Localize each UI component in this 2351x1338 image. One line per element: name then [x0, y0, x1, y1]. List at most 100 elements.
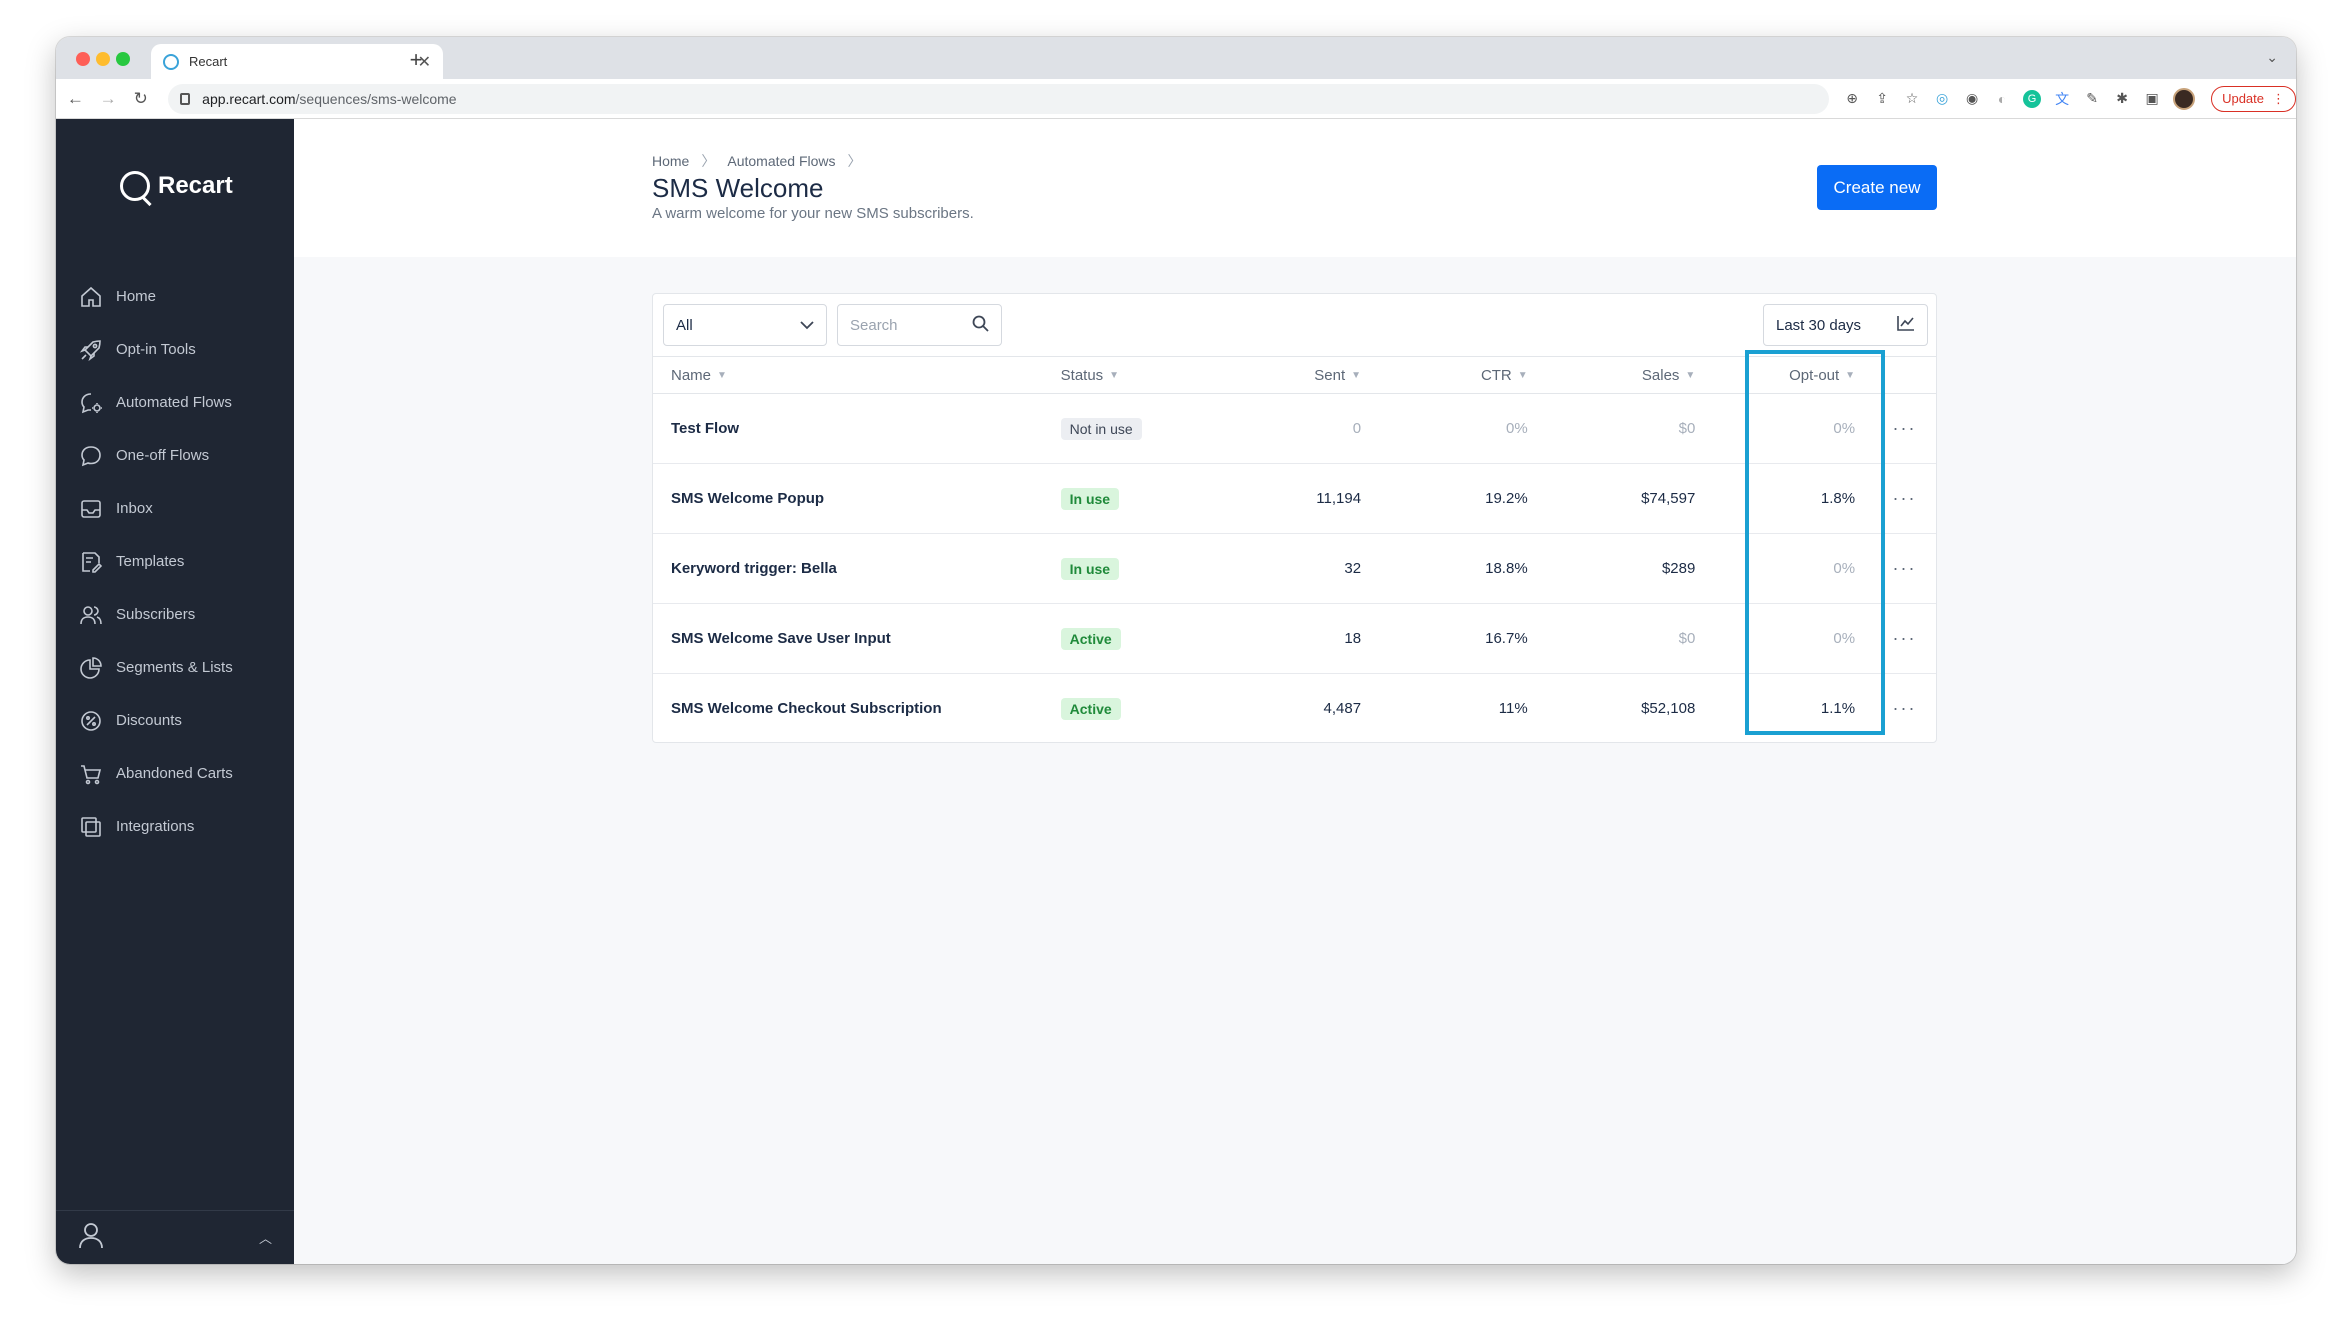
flow-sales: $289 [1661, 560, 1696, 577]
table-row[interactable]: Keryword trigger: Bella In use 32 18.8% … [653, 534, 1936, 604]
sidebar-item-segments-lists[interactable]: Segments & Lists [56, 641, 294, 694]
chat-icon [78, 443, 104, 469]
maximize-window-button[interactable] [116, 52, 130, 66]
back-arrow-icon[interactable]: ← [66, 88, 84, 108]
search-input[interactable] [850, 316, 960, 334]
users-icon [78, 602, 104, 628]
breadcrumb-automated-flows[interactable]: Automated Flows [727, 153, 836, 169]
close-window-button[interactable] [76, 52, 90, 66]
chevron-up-icon[interactable]: ︿ [258, 1231, 272, 1246]
table-row[interactable]: SMS Welcome Checkout Subscription Active… [653, 674, 1936, 744]
status-badge: Active [1060, 697, 1121, 720]
more-options-icon[interactable]: ··· [1892, 628, 1917, 648]
search-field[interactable] [837, 304, 1002, 346]
kebab-menu-icon: ⋮ [2272, 90, 2285, 106]
layers-icon [78, 814, 104, 840]
flow-ctr: 11% [1498, 700, 1528, 718]
search-icon[interactable] [972, 315, 989, 336]
reload-icon[interactable]: ↻ [133, 88, 148, 108]
minimize-window-button[interactable] [96, 52, 110, 66]
column-header-sales[interactable]: Sales ▼ [1641, 366, 1696, 384]
profile-avatar[interactable] [2173, 87, 2196, 110]
flows-card: All Last 30 days [652, 293, 1937, 743]
extension-icon[interactable]: ◉ [1965, 90, 1979, 106]
sidebar-item-label: Opt-in Tools [116, 341, 196, 358]
pen-extension-icon[interactable]: ✎ [2086, 90, 2098, 106]
breadcrumb-home[interactable]: Home [652, 153, 690, 169]
flow-sales: $52,108 [1641, 700, 1696, 718]
status-filter-value: All [676, 316, 693, 334]
column-header-opt-out[interactable]: Opt-out ▼ [1789, 366, 1856, 384]
flow-name[interactable]: Test Flow [671, 420, 740, 437]
bookmark-star-icon[interactable]: ☆ [1905, 90, 1919, 106]
more-options-icon[interactable]: ··· [1892, 418, 1917, 438]
forward-arrow-icon[interactable]: → [99, 88, 117, 108]
share-icon[interactable]: ⇪ [1876, 90, 1888, 106]
extension-moon-icon[interactable]: ◐ [1997, 90, 2007, 107]
puzzle-icon[interactable]: ✱ [2116, 90, 2128, 106]
sidebar-footer: ︿ [56, 1210, 294, 1264]
flow-opt-out: 0% [1833, 420, 1856, 437]
table-row[interactable]: SMS Welcome Popup In use 11,194 19.2% $7… [653, 464, 1936, 534]
more-options-icon[interactable]: ··· [1892, 488, 1917, 508]
sidebar-item-label: Inbox [116, 500, 153, 517]
line-chart-icon[interactable] [1897, 315, 1915, 335]
column-header-name[interactable]: Name ▼ [671, 366, 727, 384]
recart-favicon-icon [163, 53, 179, 70]
status-badge: Active [1060, 627, 1121, 650]
sidebar-item-label: Subscribers [116, 606, 196, 623]
recart-extension-icon[interactable]: ◎ [1935, 90, 1949, 106]
grammarly-icon[interactable]: G [2023, 89, 2042, 108]
user-profile-icon[interactable] [78, 1221, 104, 1254]
chat-gear-icon [78, 390, 104, 416]
sidebar-item-opt-in-tools[interactable]: Opt-in Tools [56, 323, 294, 376]
flow-name[interactable]: SMS Welcome Save User Input [671, 630, 891, 647]
flow-name[interactable]: SMS Welcome Checkout Subscription [671, 700, 942, 718]
flow-name[interactable]: SMS Welcome Popup [671, 490, 825, 507]
column-header-sent[interactable]: Sent ▼ [1314, 366, 1362, 384]
sidebar-item-inbox[interactable]: Inbox [56, 482, 294, 535]
table-row[interactable]: SMS Welcome Save User Input Active 18 16… [653, 604, 1936, 674]
column-header-status[interactable]: Status ▼ [1060, 366, 1120, 384]
flow-sales: $0 [1678, 630, 1696, 647]
chevron-right-icon: 〉 [847, 153, 862, 169]
column-header-ctr[interactable]: CTR ▼ [1480, 366, 1528, 384]
flow-status: In use [1043, 534, 1243, 604]
date-range-button[interactable]: Last 30 days [1763, 304, 1928, 346]
sidebar-item-integrations[interactable]: Integrations [56, 800, 294, 853]
sidebar-item-automated-flows[interactable]: Automated Flows [56, 376, 294, 429]
flow-opt-out: 1.8% [1820, 490, 1856, 507]
new-tab-button[interactable]: + [409, 47, 423, 72]
tab-search-chevron-icon[interactable]: ⌄ [2266, 49, 2278, 65]
create-new-button[interactable]: Create new [1817, 165, 1937, 210]
main-content: Home 〉 Automated Flows 〉 SMS Welcome A w… [294, 119, 2296, 1264]
sidebar-item-discounts[interactable]: Discounts [56, 694, 294, 747]
sidebar-item-templates[interactable]: Templates [56, 535, 294, 588]
table-row[interactable]: Test Flow Not in use 0 0% $0 0% ··· [653, 394, 1936, 464]
breadcrumb: Home 〉 Automated Flows 〉 [652, 151, 862, 171]
translate-icon[interactable]: 文 [2055, 90, 2070, 107]
status-badge: In use [1060, 557, 1120, 580]
sidepanel-icon[interactable]: ▣ [2145, 90, 2159, 106]
brand-logo[interactable]: Recart [120, 171, 233, 201]
app: Recart Home Opt-in Tools [56, 119, 2296, 1264]
status-badge: Not in use [1060, 417, 1142, 440]
inbox-icon [78, 496, 104, 522]
sidebar-item-home[interactable]: Home [56, 270, 294, 323]
flow-sent: 18 [1344, 630, 1362, 647]
sidebar-item-subscribers[interactable]: Subscribers [56, 588, 294, 641]
status-badge: In use [1060, 487, 1120, 510]
status-filter-select[interactable]: All [663, 304, 827, 346]
cart-icon [78, 761, 104, 787]
zoom-icon[interactable]: ⊕ [1846, 90, 1858, 106]
url-input[interactable]: app.recart.com/sequences/sms-welcome [168, 83, 1830, 114]
browser-tab[interactable]: Recart ✕ [151, 44, 443, 79]
sidebar-item-abandoned-carts[interactable]: Abandoned Carts [56, 747, 294, 800]
more-options-icon[interactable]: ··· [1892, 698, 1917, 719]
sidebar-item-label: Automated Flows [116, 394, 232, 411]
more-options-icon[interactable]: ··· [1892, 558, 1917, 578]
tab-close-icon[interactable]: ✕ [417, 53, 431, 71]
update-button[interactable]: Update ⋮ [2211, 85, 2296, 112]
sidebar-item-one-off-flows[interactable]: One-off Flows [56, 429, 294, 482]
flow-name[interactable]: Keryword trigger: Bella [671, 560, 837, 577]
